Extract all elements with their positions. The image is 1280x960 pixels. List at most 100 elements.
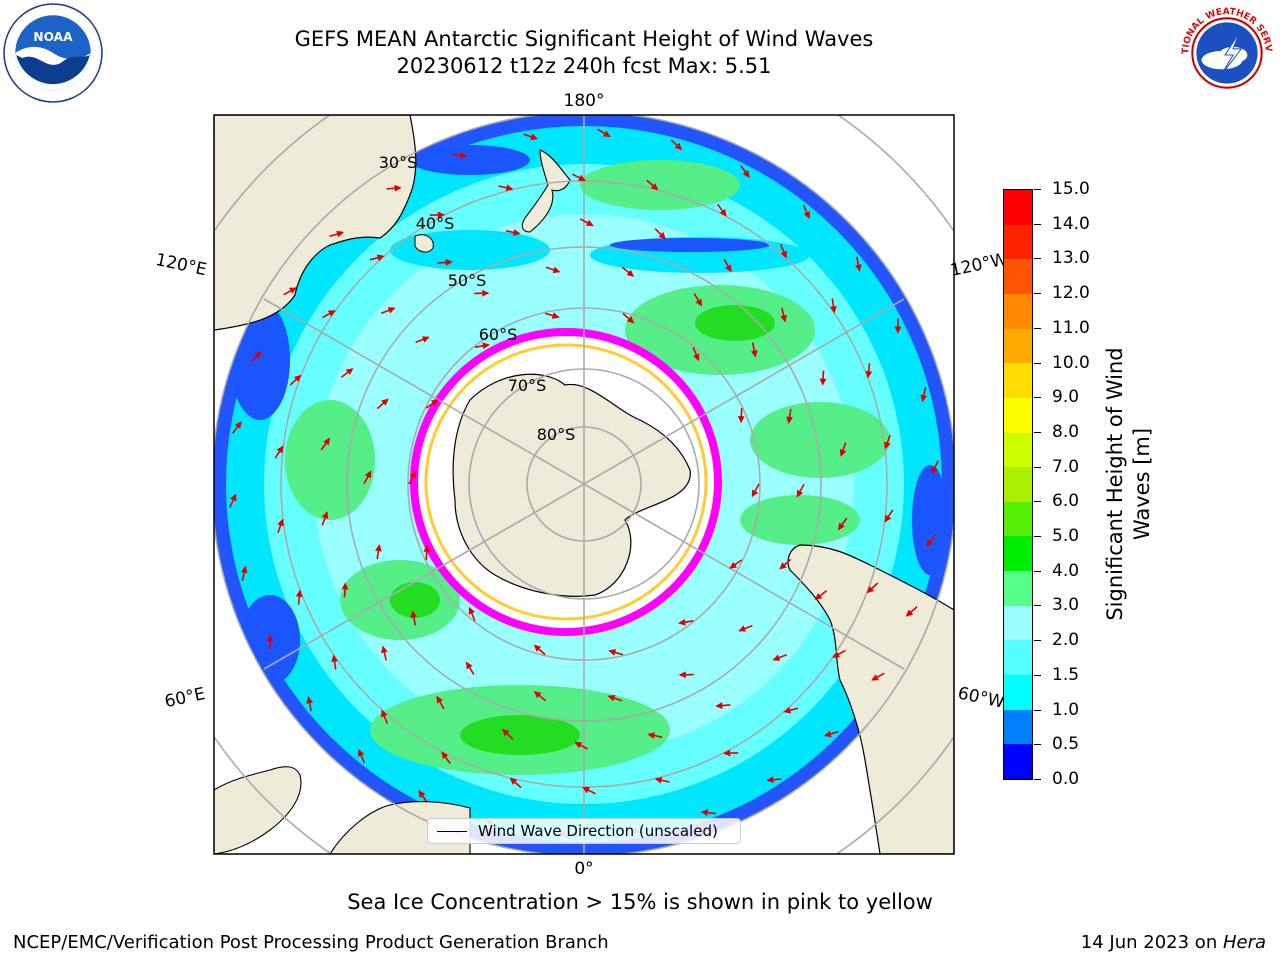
colorbar-tick-label: 4.0 xyxy=(1052,560,1080,581)
colorbar-tick-label: 1.0 xyxy=(1052,699,1080,720)
wind-wave-arrow-head xyxy=(780,250,787,259)
colorbar-tick-label: 10.0 xyxy=(1052,352,1090,373)
wind-wave-arrow-head xyxy=(459,151,468,159)
colorbar-tick xyxy=(1034,536,1041,538)
legend: Wind Wave Direction (unscaled) xyxy=(427,818,741,844)
wind-wave-arrow-head xyxy=(381,645,388,654)
wind-wave-arrow-head xyxy=(725,264,732,273)
wind-wave-arrow-head xyxy=(855,264,862,272)
colorbar-tick-label: 14.0 xyxy=(1052,213,1090,234)
wind-wave-arrow-head xyxy=(437,211,445,219)
wind-wave-arrow-head xyxy=(695,298,703,307)
wind-wave-arrow-head xyxy=(783,707,792,714)
wind-wave-arrow-head xyxy=(240,565,248,574)
wind-wave-arrow-head xyxy=(751,489,759,498)
wind-wave-arrow-head xyxy=(786,416,793,424)
colorbar-segment xyxy=(1004,743,1032,779)
wind-wave-arrow-head xyxy=(814,592,823,600)
lon-label-180: 180° xyxy=(564,91,605,111)
wind-wave-arrow-head xyxy=(884,441,891,450)
wind-wave-arrow-head xyxy=(585,219,594,227)
wind-wave-arrow-head xyxy=(375,544,382,552)
colorbar-tick xyxy=(1034,709,1041,711)
wind-wave-arrow-head xyxy=(254,351,263,359)
wind-wave-arrow-head xyxy=(678,671,686,679)
lon-label-60w: 60°W xyxy=(956,683,1006,712)
wave-height-field xyxy=(230,145,948,775)
wind-wave-arrow-head xyxy=(578,174,586,182)
wind-wave-arrow-head xyxy=(482,342,490,350)
wind-wave-arrow-head xyxy=(530,133,538,140)
colorbar-tick xyxy=(1034,431,1041,433)
wind-wave-arrow-head xyxy=(336,230,344,238)
colorbar-tick xyxy=(1034,640,1041,642)
colorbar-tick-label: 0.5 xyxy=(1052,734,1080,755)
wind-wave-arrow-head xyxy=(430,399,439,407)
wind-wave-arrow-head xyxy=(394,184,402,192)
colorbar-segment xyxy=(1004,432,1032,468)
colorbar-tick-label: 11.0 xyxy=(1052,317,1090,338)
colorbar-tick-label: 7.0 xyxy=(1052,456,1080,477)
wind-wave-arrow-head xyxy=(289,287,297,294)
colorbar-tick xyxy=(1034,258,1041,260)
wind-wave-arrow-head xyxy=(364,470,372,479)
wind-wave-arrow-head xyxy=(441,751,449,760)
wind-wave-arrow-head xyxy=(737,415,745,424)
colorbar-tick xyxy=(1034,223,1041,225)
lat-label-60s: 60°S xyxy=(479,325,518,344)
wind-wave-arrow-head xyxy=(358,749,365,757)
south-america xyxy=(787,520,954,854)
wind-wave-arrow-head xyxy=(533,691,542,699)
colorbar-segment xyxy=(1004,605,1032,641)
wind-wave-arrow-head xyxy=(750,350,758,358)
wind-wave-arrow-head xyxy=(574,741,583,749)
colorbar-tick-label: 15.0 xyxy=(1052,179,1090,199)
colorbar-segment xyxy=(1004,501,1032,537)
colorbar-segment xyxy=(1004,535,1032,572)
wind-wave-arrow-head xyxy=(832,651,841,658)
wind-wave-arrow-head xyxy=(905,609,914,617)
footer-date: 14 Jun 2023 on Hera xyxy=(1080,932,1266,953)
wind-wave-arrows xyxy=(229,128,939,840)
wind-wave-arrow-head xyxy=(607,694,616,702)
colorbar-segment xyxy=(1004,293,1032,329)
wind-wave-arrow-head xyxy=(381,709,388,718)
wind-wave-arrow-head xyxy=(715,702,723,709)
colorbar-segment xyxy=(1004,466,1032,502)
colorbar-tick xyxy=(1034,327,1041,329)
wind-wave-arrow-head xyxy=(293,374,302,383)
wind-wave-arrow-head xyxy=(306,696,313,704)
legend-line-icon xyxy=(437,831,467,832)
wind-wave-arrow-head xyxy=(505,184,514,192)
legend-label: Wind Wave Direction (unscaled) xyxy=(478,822,718,840)
wind-wave-arrow-head xyxy=(674,142,683,151)
colorbar-segment xyxy=(1004,639,1032,676)
wind-wave-arrow-head xyxy=(551,312,560,319)
colorbar-tick xyxy=(1034,605,1041,607)
footer-credit: NCEP/EMC/Verification Post Processing Pr… xyxy=(13,932,609,953)
wind-wave-arrow-head xyxy=(738,625,747,632)
colorbar-tick-label: 1.5 xyxy=(1052,664,1080,685)
colorbar-tick-label: 0.0 xyxy=(1052,769,1080,789)
wind-wave-arrow-head xyxy=(678,618,686,626)
wind-wave-arrow-head xyxy=(729,561,738,569)
lat-label-80s: 80°S xyxy=(537,425,576,444)
lon-label-120e: 120°E xyxy=(154,250,209,280)
colorbar-label: Significant Height of Wind Waves [m] xyxy=(1103,347,1154,621)
wind-wave-arrow-head xyxy=(482,289,490,297)
colorbar-tick-label: 8.0 xyxy=(1052,421,1080,442)
wind-wave-arrow-head xyxy=(331,654,338,663)
wind-wave-arrow-head xyxy=(837,522,845,531)
colorbar-tick-label: 13.0 xyxy=(1052,248,1090,269)
wind-wave-arrow-head xyxy=(602,130,611,137)
colorbar-tick xyxy=(1034,397,1041,399)
colorbar-tick xyxy=(1034,189,1041,190)
wind-wave-arrow-head xyxy=(410,610,418,618)
sea-ice-note: Sea Ice Concentration > 15% is shown in … xyxy=(347,890,933,914)
colorbar-tick xyxy=(1034,779,1041,780)
wind-wave-arrow-head xyxy=(533,644,542,652)
wind-wave-arrow-head xyxy=(345,368,354,376)
wind-wave-arrow-head xyxy=(723,749,731,757)
wind-wave-arrow-head xyxy=(276,445,284,454)
wind-wave-arrow-head xyxy=(926,539,934,547)
